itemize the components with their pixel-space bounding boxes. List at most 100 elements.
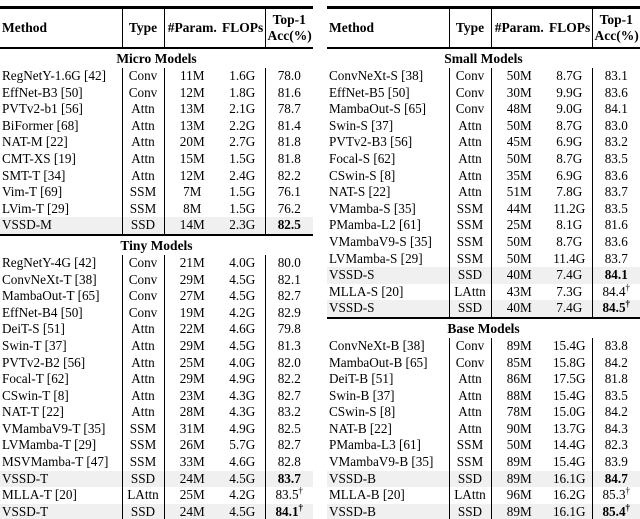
column-header-flops: FLOPs — [547, 6, 593, 49]
method-cell: MLLA-S [20] — [329, 283, 404, 299]
acc-value: 80.0 — [277, 254, 301, 270]
acc-value: 84.4 — [602, 283, 626, 299]
acc-value: 84.1 — [604, 267, 628, 283]
params-cell: 45M — [506, 134, 532, 150]
acc-value: 81.8 — [277, 150, 301, 166]
method-cell: CSwin-S [8] — [329, 167, 396, 183]
acc-cell: 84.3 — [592, 421, 640, 438]
params-cell: 89M — [506, 454, 532, 470]
params-cell: 11M — [180, 68, 205, 83]
flops-cell: 9.9G — [547, 84, 593, 102]
params-cell: 23M — [179, 387, 205, 403]
method-cell: Swin-B [37] — [329, 387, 395, 403]
acc-value: 83.5 — [604, 387, 628, 403]
method-cell: DeiT-B [51] — [329, 371, 394, 387]
flops-cell: 4.0G — [220, 254, 266, 272]
acc-value: 82.9 — [277, 304, 301, 320]
acc-value: 81.6 — [604, 217, 628, 233]
method-cell: VSSD-M — [2, 217, 52, 233]
column-header-acc: Top-1 Acc(%) — [592, 6, 640, 49]
acc-value: 82.1 — [277, 271, 301, 287]
table-row: CMT-XS [19] Attn 15M 1.5G 81.8 — [0, 150, 313, 168]
params-cell: 20M — [179, 134, 205, 150]
flops-cell: 4.5G — [220, 470, 266, 488]
flops-cell: 7.3G — [547, 283, 593, 301]
acc-value: 78.0 — [277, 68, 301, 83]
type-cell: Attn — [121, 167, 165, 185]
column-header-method: Method — [0, 6, 122, 49]
column-header-acc-line2: Acc(%) — [594, 28, 639, 43]
type-cell: Conv — [121, 271, 165, 289]
acc-cell: 81.8 — [265, 151, 313, 168]
method-cell: MSVMamba-T [47] — [2, 454, 109, 470]
method-cell: EffNet-B4 [50] — [2, 304, 83, 320]
acc-cell: 83.5 — [592, 201, 640, 218]
flops-cell: 6.9G — [547, 167, 593, 185]
column-header-acc-line1: Top-1 — [599, 12, 633, 27]
type-cell: Conv — [121, 304, 165, 322]
table-row: SMT-T [34] Attn 12M 2.4G 82.2 — [0, 167, 313, 185]
params-cell: 89M — [491, 503, 547, 519]
acc-cell: 84.1 — [592, 267, 640, 284]
method-cell: RegNetY-1.6G [42] — [2, 68, 107, 83]
params-cell: 50M — [506, 437, 532, 453]
params-cell: 8M — [183, 200, 202, 216]
acc-value: 83.7 — [604, 184, 628, 200]
acc-cell: 82.2 — [265, 168, 313, 185]
type-cell: Attn — [121, 337, 165, 355]
type-cell: SSD — [121, 470, 165, 488]
flops-cell: 4.9G — [220, 371, 266, 388]
params-cell: 29M — [179, 337, 205, 353]
section-title: Tiny Models — [0, 233, 313, 255]
params-cell: 50M — [506, 233, 532, 249]
method-cell: CSwin-S [8] — [329, 404, 396, 420]
params-cell: 29M — [179, 371, 205, 387]
type-cell: SSM — [448, 217, 492, 234]
method-cell: LVMamba-S [29] — [329, 250, 423, 266]
type-cell: Attn — [448, 420, 492, 438]
params-cell: 25M — [506, 217, 532, 233]
method-cell: VSSD-B — [327, 503, 449, 519]
table-row: DeiT-S [51] Attn 22M 4.6G 79.8 — [0, 321, 313, 338]
params-cell: 25M — [179, 487, 205, 503]
flops-cell: 8.7G — [547, 117, 593, 135]
acc-value: 83.7 — [277, 470, 301, 486]
column-header-acc-line2: Acc(%) — [267, 28, 312, 43]
table-row: VSSD-S SSD 40M 7.4G 84.1 — [327, 267, 640, 284]
flops-cell: 4.6G — [220, 321, 266, 338]
section-header-row: Base Models — [327, 316, 640, 338]
type-cell: Conv — [448, 354, 492, 372]
acc-value: 83.6 — [604, 84, 628, 100]
params-cell: 88M — [506, 387, 532, 403]
method-cell: LVim-T [29] — [2, 200, 69, 216]
method-cell: ConvNeXt-T [38] — [2, 271, 97, 287]
acc-cell: 81.3 — [265, 338, 313, 355]
type-cell: SSD — [121, 503, 165, 519]
type-cell: Attn — [448, 184, 492, 201]
params-cell: 13M — [179, 117, 205, 133]
flops-cell: 1.5G — [220, 184, 266, 201]
acc-value: 82.0 — [277, 354, 301, 370]
acc-cell: 81.8 — [265, 134, 313, 151]
table-row: VMambaV9-S [35] SSM 50M 8.7G 83.6 — [327, 233, 640, 251]
table-row: MambaOut-S [65] Conv 48M 9.0G 84.1 — [327, 101, 640, 118]
table-row: Focal-S [62] Attn 50M 8.7G 83.5 — [327, 150, 640, 168]
method-cell: MambaOut-B [65] — [329, 354, 428, 370]
flops-cell: 4.3G — [220, 387, 266, 405]
acc-cell: 84.5† — [592, 300, 640, 318]
table-row: DeiT-B [51] Attn 86M 17.5G 81.8 — [327, 371, 640, 388]
flops-cell: 4.5G — [220, 288, 266, 305]
params-cell: 25M — [179, 354, 205, 370]
type-cell: Attn — [121, 134, 165, 151]
acc-value: 84.5 — [602, 300, 626, 316]
section-title: Base Models — [327, 316, 640, 338]
params-cell: 35M — [506, 167, 532, 183]
method-cell: VSSD-T — [2, 470, 49, 486]
table-row: LVim-T [29] SSM 8M 1.5G 76.2 — [0, 200, 313, 218]
params-cell: 89M — [506, 470, 532, 486]
type-cell: SSM — [448, 233, 492, 251]
acc-value: 83.5 — [604, 200, 628, 216]
method-cell: Focal-S [62] — [329, 150, 396, 166]
table-row: Swin-S [37] Attn 50M 8.7G 83.0 — [327, 117, 640, 135]
params-cell: 12M — [179, 84, 205, 100]
